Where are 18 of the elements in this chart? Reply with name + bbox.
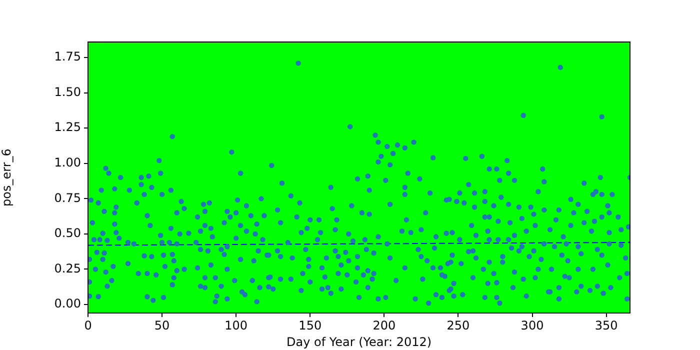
y-tick-label: 0.50: [54, 226, 81, 240]
x-tick-label: 350: [594, 318, 618, 332]
x-tick-label: 0: [84, 318, 92, 332]
x-tick-label: 150: [298, 318, 322, 332]
y-tick-label: 1.50: [54, 84, 81, 99]
x-tick-label: 200: [372, 318, 396, 332]
y-tick-label: 0.75: [54, 190, 81, 205]
y-axis-title: pos_err_6: [0, 148, 14, 206]
y-tick-label: 0.25: [54, 261, 81, 276]
y-tick-label: 0.00: [54, 296, 81, 311]
x-tick-label: 250: [446, 318, 470, 332]
x-tick-label: 50: [154, 318, 170, 332]
x-tick-label: 100: [224, 318, 248, 332]
y-tick-label: 1.25: [54, 120, 81, 134]
x-tick-label: 300: [520, 318, 544, 332]
x-axis-title: Day of Year (Year: 2012): [286, 334, 432, 349]
y-tick-label: 1.75: [54, 50, 81, 64]
y-tick-label: 1.00: [54, 156, 81, 170]
